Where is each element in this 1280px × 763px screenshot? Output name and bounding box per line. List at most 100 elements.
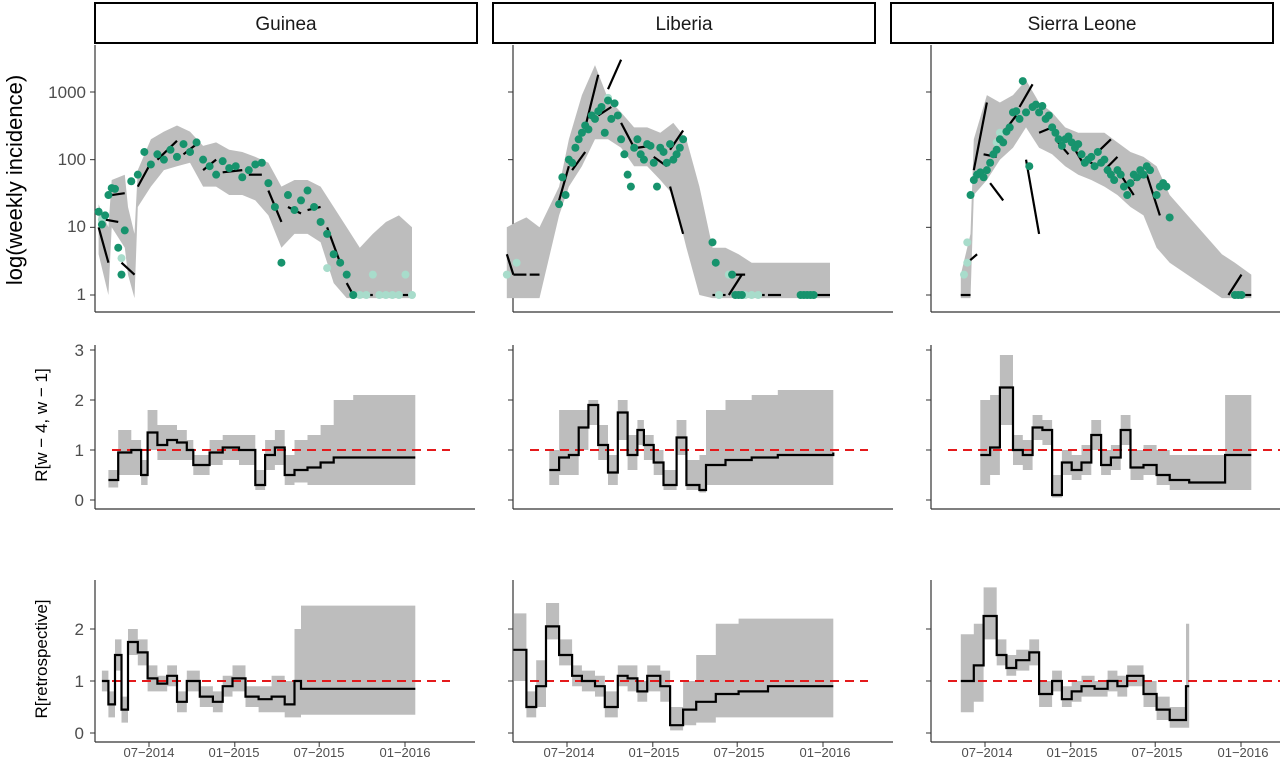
observed-point bbox=[117, 270, 126, 279]
projection-segment bbox=[104, 218, 119, 224]
observed-point bbox=[604, 96, 613, 105]
observed-point bbox=[310, 202, 319, 211]
faint-point bbox=[381, 291, 390, 299]
credible-interval-band bbox=[980, 355, 1252, 498]
faint-point bbox=[963, 258, 972, 267]
observed-point bbox=[1057, 141, 1066, 150]
observed-point bbox=[1087, 152, 1096, 161]
observed-point bbox=[992, 145, 1001, 154]
projection-segment bbox=[571, 151, 587, 171]
y-tick-label: 1 bbox=[75, 441, 84, 460]
panel-incidence-sierra-leone bbox=[926, 45, 1280, 313]
observed-point bbox=[574, 135, 583, 144]
observed-point bbox=[607, 114, 616, 123]
r-estimate-line bbox=[980, 386, 1252, 497]
observed-point bbox=[140, 147, 149, 156]
observed-point bbox=[610, 99, 619, 108]
observed-point bbox=[212, 170, 221, 179]
x-tick-label: 07−2015 bbox=[294, 745, 345, 760]
observed-point bbox=[662, 158, 671, 167]
faint-point bbox=[963, 238, 972, 247]
projection-band bbox=[506, 65, 830, 299]
observed-point bbox=[264, 179, 273, 188]
observed-point bbox=[666, 140, 675, 149]
observed-point bbox=[1022, 108, 1031, 117]
observed-point bbox=[316, 217, 325, 226]
faint-point bbox=[747, 291, 756, 299]
observed-point bbox=[1031, 100, 1040, 109]
observed-point bbox=[1044, 111, 1053, 120]
observed-point bbox=[986, 158, 995, 167]
observed-point bbox=[218, 157, 227, 166]
faint-point bbox=[754, 291, 763, 299]
observed-point bbox=[97, 220, 106, 229]
observed-point bbox=[1165, 213, 1174, 222]
panel-R_window-sierra-leone bbox=[926, 345, 1280, 510]
observed-point bbox=[558, 173, 567, 182]
observed-point bbox=[297, 196, 306, 205]
r-estimate-line bbox=[108, 431, 416, 487]
observed-point bbox=[104, 191, 113, 200]
observed-point bbox=[1035, 108, 1044, 117]
observed-point bbox=[597, 103, 606, 112]
observed-point bbox=[251, 160, 260, 169]
observed-point bbox=[966, 191, 975, 200]
r-estimate-line bbox=[513, 625, 834, 727]
observed-point bbox=[1126, 179, 1135, 188]
y-tick-label: 1 bbox=[75, 672, 84, 691]
observed-point bbox=[584, 125, 593, 134]
x-tick-label: 01−2015 bbox=[629, 745, 680, 760]
y-tick-label: 1000 bbox=[48, 83, 86, 102]
observed-point bbox=[639, 155, 648, 164]
faint-point bbox=[394, 291, 403, 299]
credible-interval-band bbox=[960, 587, 1190, 728]
observed-point bbox=[623, 170, 632, 179]
projection-segment bbox=[972, 102, 988, 171]
observed-point bbox=[1005, 123, 1014, 132]
x-axis-ticks-sierra-leone: 07−2014 01−2015 07−2015 01−2016 bbox=[962, 745, 1269, 760]
faint-point bbox=[502, 270, 511, 279]
observed-point bbox=[809, 291, 818, 299]
observed-point bbox=[577, 128, 586, 137]
x-tick-label: 01−2016 bbox=[380, 745, 431, 760]
observed-point bbox=[199, 155, 208, 164]
x-tick-label: 07−2015 bbox=[714, 745, 765, 760]
observed-point bbox=[283, 191, 292, 200]
observed-point bbox=[571, 143, 580, 152]
y-axis-ticks-incidence: 1 10 100 1000 bbox=[48, 83, 86, 304]
observed-point bbox=[1139, 170, 1148, 179]
projection-segment bbox=[727, 274, 743, 296]
observed-point bbox=[133, 170, 142, 179]
observed-point bbox=[94, 207, 103, 216]
y-tick-label: 1 bbox=[77, 285, 86, 304]
x-axis-ticks-liberia: 07−2014 01−2015 07−2015 01−2016 bbox=[544, 745, 851, 760]
observed-point bbox=[568, 158, 577, 167]
facet-title: Guinea bbox=[255, 14, 317, 35]
observed-point bbox=[728, 270, 737, 279]
projection-segment bbox=[120, 261, 136, 276]
observed-point bbox=[633, 135, 642, 144]
projection-segment bbox=[620, 122, 636, 149]
panel-R_retrospective-liberia bbox=[508, 580, 893, 747]
y-axis-ticks-r-window: 0 1 2 3 bbox=[75, 341, 84, 510]
observed-point bbox=[652, 182, 661, 191]
observed-point bbox=[205, 162, 214, 171]
panel-R_window-guinea bbox=[90, 345, 475, 510]
observed-point bbox=[659, 147, 668, 156]
observed-point bbox=[1146, 166, 1155, 175]
observed-point bbox=[1051, 128, 1060, 137]
observed-point bbox=[270, 202, 279, 211]
observed-point bbox=[1133, 173, 1142, 182]
observed-point bbox=[675, 143, 684, 152]
y-tick-label: 2 bbox=[75, 620, 84, 639]
faint-point bbox=[362, 291, 371, 299]
projection-segment bbox=[558, 165, 570, 201]
credible-interval-band bbox=[108, 395, 416, 490]
observed-point bbox=[1015, 114, 1024, 123]
observed-point bbox=[231, 162, 240, 171]
faint-point bbox=[375, 291, 384, 299]
observed-point bbox=[127, 177, 136, 186]
observed-point bbox=[277, 258, 286, 267]
panel-R_retrospective-sierra-leone bbox=[926, 580, 1280, 747]
